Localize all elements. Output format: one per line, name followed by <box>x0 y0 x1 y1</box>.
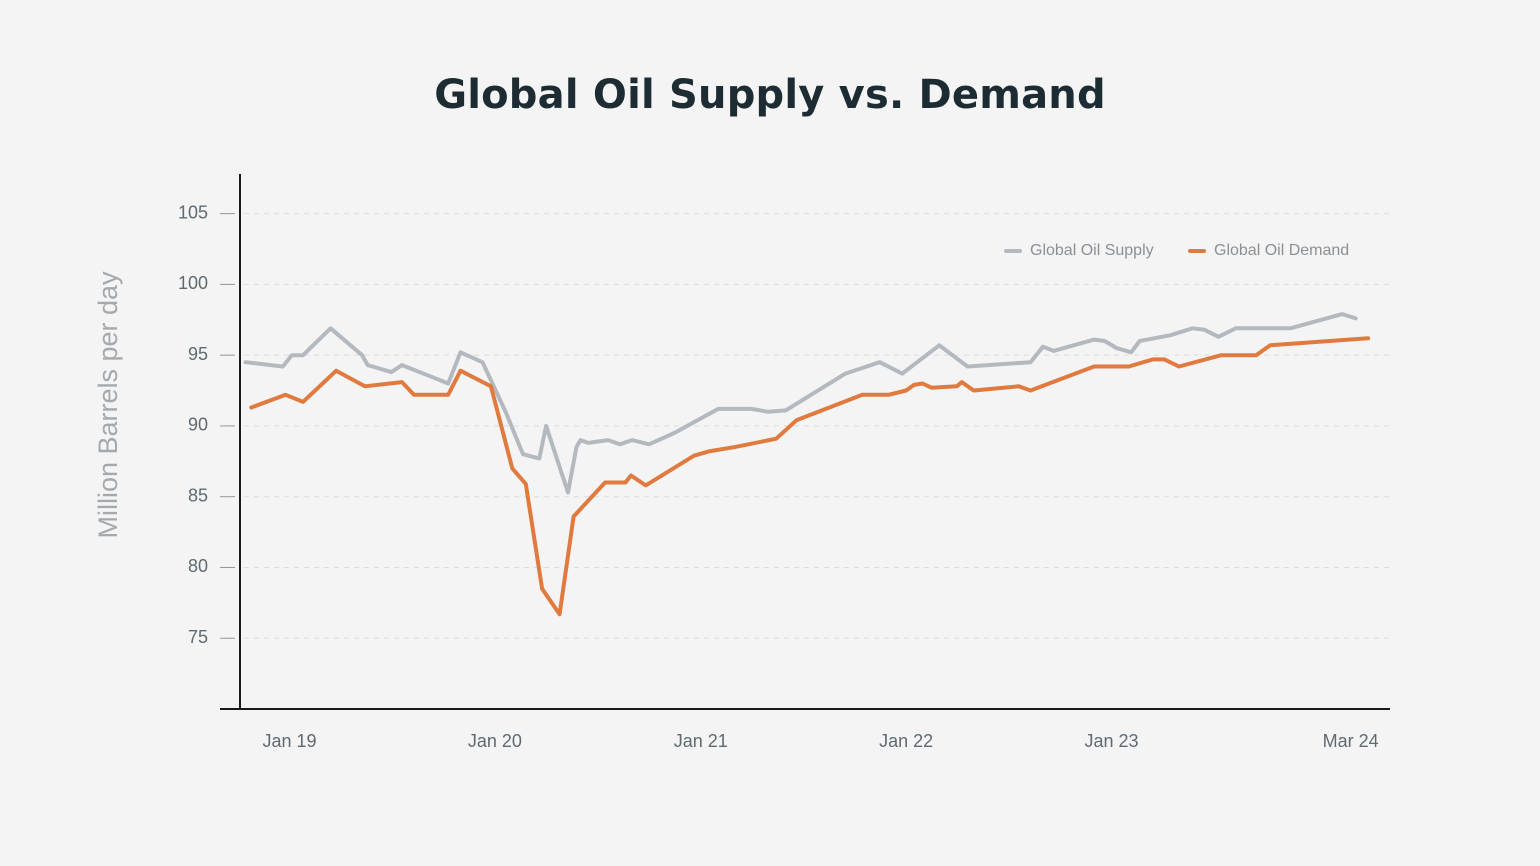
legend-item-supply: Global Oil Supply <box>1004 242 1154 259</box>
x-tick-label: Jan 20 <box>468 731 522 751</box>
series-lines <box>243 312 1371 617</box>
demand-series-line <box>249 336 1371 617</box>
grid-lines <box>244 213 1390 639</box>
y-tick-label: 80 <box>188 556 208 576</box>
y-tick-label: 75 <box>188 627 208 647</box>
y-tick-label: 105 <box>178 202 208 222</box>
x-tick-label: Jan 21 <box>674 731 728 751</box>
x-tick-label: Jan 23 <box>1084 731 1138 751</box>
y-tick-label: 85 <box>188 485 208 505</box>
y-tick-label: 90 <box>188 415 208 435</box>
legend: Global Oil Supply Global Oil Demand <box>1004 242 1349 259</box>
x-ticks: Jan 19 Jan 20 Jan 21 Jan 22 Jan 23 Mar 24 <box>262 731 1378 751</box>
chart-title: Global Oil Supply vs. Demand <box>434 72 1106 118</box>
x-tick-label: Jan 19 <box>262 731 316 751</box>
legend-label: Global Oil Supply <box>1030 242 1154 259</box>
y-axis-label: Million Barrels per day <box>93 271 123 539</box>
legend-item-demand: Global Oil Demand <box>1188 242 1349 259</box>
y-tick-label: 95 <box>188 344 208 364</box>
x-tick-label: Mar 24 <box>1323 731 1379 751</box>
y-tick-label: 100 <box>178 273 208 293</box>
y-ticks: 75 80 85 90 95 100 105 <box>178 202 235 647</box>
legend-label: Global Oil Demand <box>1214 242 1349 259</box>
supply-series-line <box>243 312 1358 495</box>
x-tick-label: Jan 22 <box>879 731 933 751</box>
